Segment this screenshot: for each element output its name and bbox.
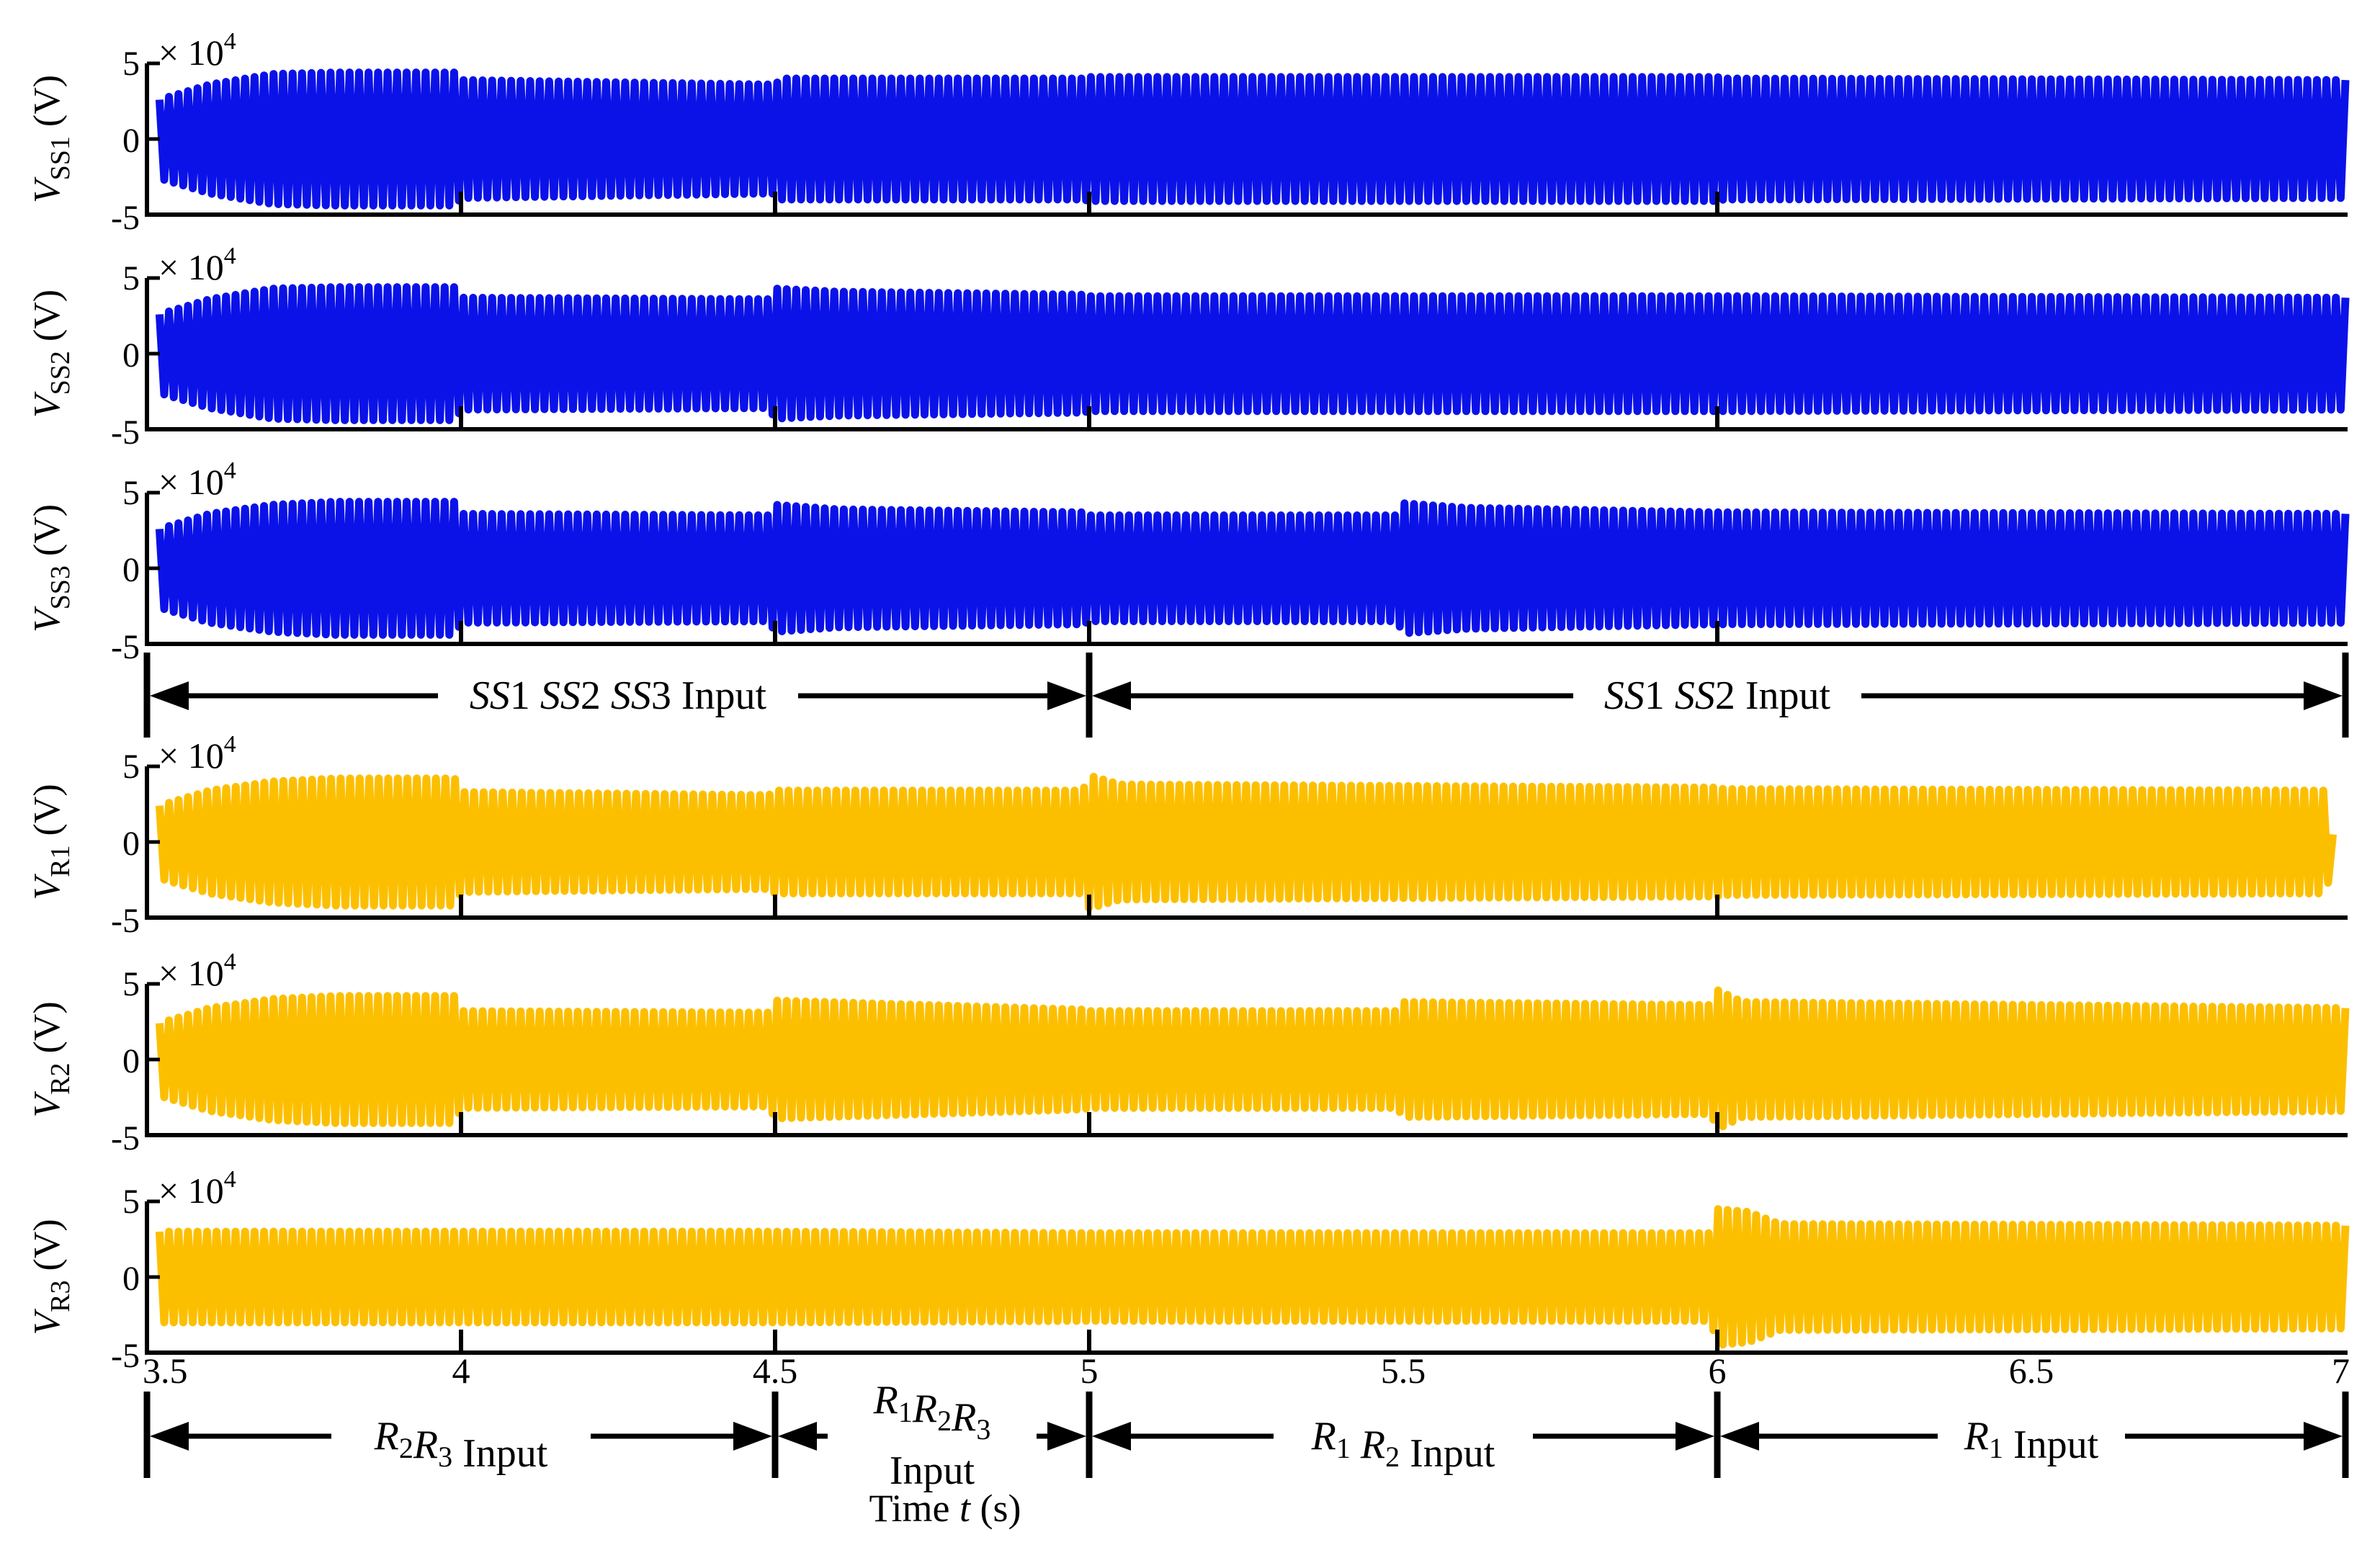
multiplier-label: × 104	[158, 457, 236, 502]
x-tick-label: 4	[452, 1350, 470, 1391]
panel-vr2: 5 0 -5 × 104 VR2 (V)	[27, 949, 2350, 1157]
y-tick-label: 5	[122, 748, 140, 786]
chart-panels: 5 0 -5 × 104 VSS1 (V) 5 0 -5 × 104 VSS2 (V) 5 0 -5 × …	[27, 28, 2350, 1530]
label-r1-r2-r3: R1R2R3	[873, 1378, 991, 1446]
y-tick-label: 5	[122, 45, 140, 83]
multiplier-label: × 104	[158, 1166, 236, 1211]
y-tick-label: 0	[122, 825, 140, 863]
x-tick-label: 6	[1709, 1350, 1727, 1391]
x-axis-title: Time t (s)	[869, 1487, 1021, 1530]
label-r2-r3-input: R2R3 Input	[374, 1414, 548, 1476]
vr1-waveform	[155, 772, 2338, 913]
vss3-waveform	[155, 498, 2350, 639]
x-tick-labels: 3.5 4 4.5 5 5.5 6 6.5 7	[143, 1350, 2350, 1391]
multiplier-label: × 104	[158, 243, 236, 287]
annotations: SS1 SS2 SS3 Input SS1 SS2 Input R2R3 Input…	[143, 653, 2349, 1493]
y-tick-label: -5	[111, 413, 140, 452]
x-tick-label: 6.5	[2009, 1350, 2054, 1391]
label-r1-r2-r3-input: Input	[890, 1448, 975, 1493]
y-tick-label: 0	[122, 1260, 140, 1298]
y-axis-label: VR3 (V)	[27, 1219, 76, 1335]
label-r1-input: R1 Input	[1964, 1414, 2099, 1467]
y-axis-label: VR1 (V)	[27, 784, 76, 900]
panel-vss3: 5 0 -5 × 104 VSS3 (V)	[27, 457, 2350, 666]
vr3-waveform	[155, 1205, 2350, 1349]
panel-vss2: 5 0 -5 × 104 VSS2 (V)	[27, 243, 2350, 452]
y-tick-label: -5	[111, 628, 140, 666]
vss1-waveform	[155, 68, 2350, 210]
label-ss1-ss2-input: SS1 SS2 Input	[1604, 673, 1831, 718]
y-tick-label: 5	[122, 1183, 140, 1221]
label-r1-r2-input: R1 R2 Input	[1311, 1414, 1495, 1476]
x-tick-label: 5.5	[1381, 1350, 1426, 1391]
y-axis-label: VR2 (V)	[27, 1001, 76, 1117]
panel-vss1: 5 0 -5 × 104 VSS1 (V)	[27, 28, 2350, 237]
x-tick-label: 4.5	[753, 1350, 798, 1391]
vr2-waveform	[155, 986, 2350, 1131]
vss2-waveform	[155, 283, 2350, 424]
multiplier-label: × 104	[158, 731, 236, 776]
y-axis-label: VSS1 (V)	[27, 75, 76, 203]
y-tick-label: 0	[122, 122, 140, 160]
y-axis-label: VSS2 (V)	[27, 290, 76, 418]
x-tick-label: 3.5	[143, 1350, 188, 1391]
panel-vr3: 5 0 -5 × 104 VR3 (V)	[27, 1166, 2350, 1375]
ss-input-bar: SS1 SS2 SS3 Input SS1 SS2 Input	[143, 653, 2349, 738]
multiplier-label: × 104	[158, 949, 236, 993]
y-tick-label: -5	[111, 1337, 140, 1375]
y-tick-label: 5	[122, 474, 140, 512]
y-tick-label: 0	[122, 551, 140, 589]
x-tick-label: 5	[1081, 1350, 1099, 1391]
label-ss1-ss2-ss3-input: SS1 SS2 SS3 Input	[470, 673, 767, 718]
x-tick-label: 7	[2332, 1350, 2350, 1391]
multiplier-label: × 104	[158, 28, 236, 73]
y-tick-label: -5	[111, 1119, 140, 1157]
y-tick-label: 0	[122, 336, 140, 375]
y-tick-label: -5	[111, 902, 140, 940]
y-tick-label: 5	[122, 259, 140, 297]
y-axis-label: VSS3 (V)	[27, 504, 76, 632]
panel-vr1: 5 0 -5 × 104 VR1 (V)	[27, 731, 2348, 940]
y-tick-label: 0	[122, 1042, 140, 1080]
y-tick-label: -5	[111, 199, 140, 237]
y-tick-label: 5	[122, 965, 140, 1003]
